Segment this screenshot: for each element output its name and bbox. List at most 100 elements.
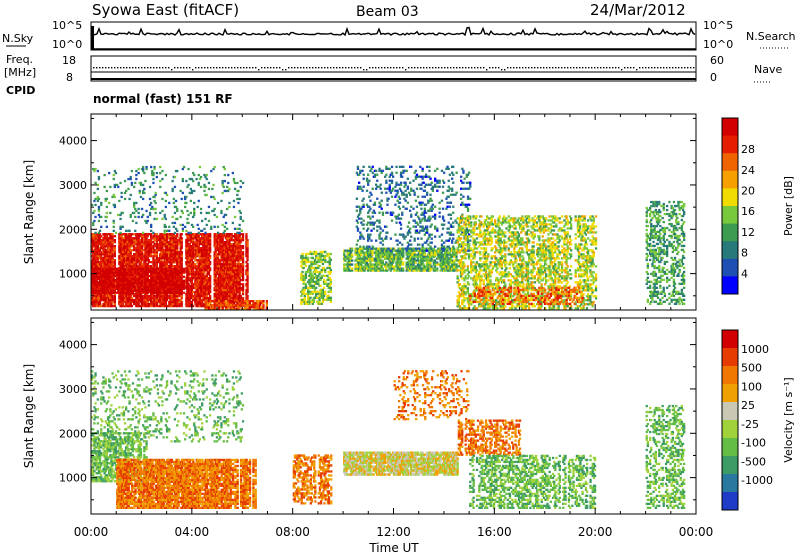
- echo-cell: [123, 298, 127, 302]
- echo-cell: [118, 259, 121, 262]
- echo-cell: [176, 169, 179, 173]
- echo-cell: [135, 294, 138, 298]
- echo-cell: [167, 273, 170, 276]
- echo-cell: [133, 259, 136, 262]
- echo-cell: [125, 243, 128, 246]
- freq-dot: [414, 67, 416, 69]
- freq-dot: [132, 67, 134, 69]
- echo-cell: [110, 277, 113, 280]
- echo-cell: [159, 265, 162, 268]
- echo-cell: [121, 253, 124, 256]
- echo-cell: [161, 235, 164, 238]
- freq-dot: [555, 67, 557, 69]
- echo-cell: [179, 277, 182, 280]
- echo-cell: [218, 300, 221, 303]
- echo-cell: [180, 209, 183, 213]
- echo-cell: [135, 249, 138, 252]
- echo-cell: [111, 251, 114, 254]
- echo-cell: [94, 304, 97, 308]
- echo-cell: [113, 245, 116, 248]
- echo-cell: [258, 300, 262, 303]
- echo-cell: [123, 291, 127, 294]
- echo-cell: [113, 241, 116, 244]
- echo-cell: [135, 296, 138, 300]
- echo-cell: [105, 215, 108, 219]
- echo-cell: [150, 229, 153, 232]
- echo-cell: [147, 243, 150, 246]
- echo-cell: [224, 286, 228, 290]
- echo-cell: [186, 281, 189, 284]
- echo-cell: [164, 267, 167, 270]
- echo-cell: [167, 277, 170, 280]
- echo-cell: [167, 271, 170, 274]
- echo-cell: [180, 296, 183, 300]
- echo-cell: [235, 267, 238, 270]
- freq-dot: [174, 67, 176, 69]
- echo-cell: [150, 237, 153, 240]
- echo-cell: [156, 277, 160, 280]
- echo-cell: [155, 265, 158, 268]
- freq-dot: [411, 67, 413, 69]
- echo-cell: [174, 205, 178, 209]
- echo-cell: [92, 279, 95, 282]
- echo-cell: [171, 187, 174, 191]
- freq-dot: [195, 67, 197, 69]
- echo-cell: [143, 265, 146, 268]
- echo-cell: [119, 227, 122, 230]
- echo-cell: [241, 273, 245, 276]
- echo-cell: [95, 235, 98, 238]
- echo-cell: [128, 281, 131, 284]
- echo-cell: [239, 259, 242, 262]
- echo-cell: [192, 243, 195, 246]
- echo-cell: [91, 296, 94, 300]
- echo-cell: [129, 253, 132, 256]
- echo-cell: [215, 279, 219, 282]
- echo-cell: [156, 283, 160, 286]
- echo-cell: [102, 237, 105, 240]
- echo-cell: [165, 253, 169, 256]
- echo-cell: [98, 239, 102, 242]
- echo-cell: [108, 201, 111, 205]
- echo-cell: [188, 269, 191, 272]
- echo-cell: [92, 257, 95, 260]
- echo-cell: [147, 233, 150, 236]
- echo-cell: [146, 300, 149, 304]
- echo-cell: [163, 213, 166, 217]
- freq-dot: [399, 67, 401, 69]
- echo-cell: [265, 304, 268, 307]
- freq-dot: [297, 67, 299, 69]
- echo-cell: [140, 300, 144, 304]
- echo-cell: [111, 255, 114, 258]
- echo-cell: [246, 269, 249, 272]
- echo-cell: [125, 302, 128, 306]
- echo-cell: [135, 239, 138, 242]
- echo-cell: [161, 209, 164, 213]
- freq-dot: [369, 67, 371, 69]
- echo-cell: [92, 237, 95, 240]
- echo-cell: [241, 233, 245, 236]
- echo-cell: [110, 302, 113, 306]
- echo-cell: [128, 275, 131, 278]
- echo-cell: [235, 253, 238, 256]
- echo-cell: [125, 229, 128, 232]
- echo-cell: [246, 243, 249, 246]
- echo-cell: [209, 283, 212, 286]
- echo-cell: [130, 239, 133, 242]
- echo-cell: [231, 300, 234, 303]
- echo-cell: [241, 296, 245, 300]
- echo-cell: [153, 245, 156, 248]
- echo-cell: [244, 300, 247, 303]
- echo-cell: [227, 300, 230, 303]
- echo-cell: [108, 255, 111, 258]
- echo-cell: [102, 302, 105, 306]
- echo-cell: [100, 259, 103, 262]
- echo-cell: [100, 261, 103, 264]
- echo-cell: [119, 213, 122, 217]
- echo-cell: [180, 241, 183, 244]
- freq-dot: [522, 67, 524, 69]
- echo-cell: [113, 203, 116, 207]
- echo-cell: [180, 304, 183, 308]
- freq-dot: [198, 67, 200, 69]
- echo-cell: [108, 265, 111, 268]
- echo-cell: [262, 300, 265, 303]
